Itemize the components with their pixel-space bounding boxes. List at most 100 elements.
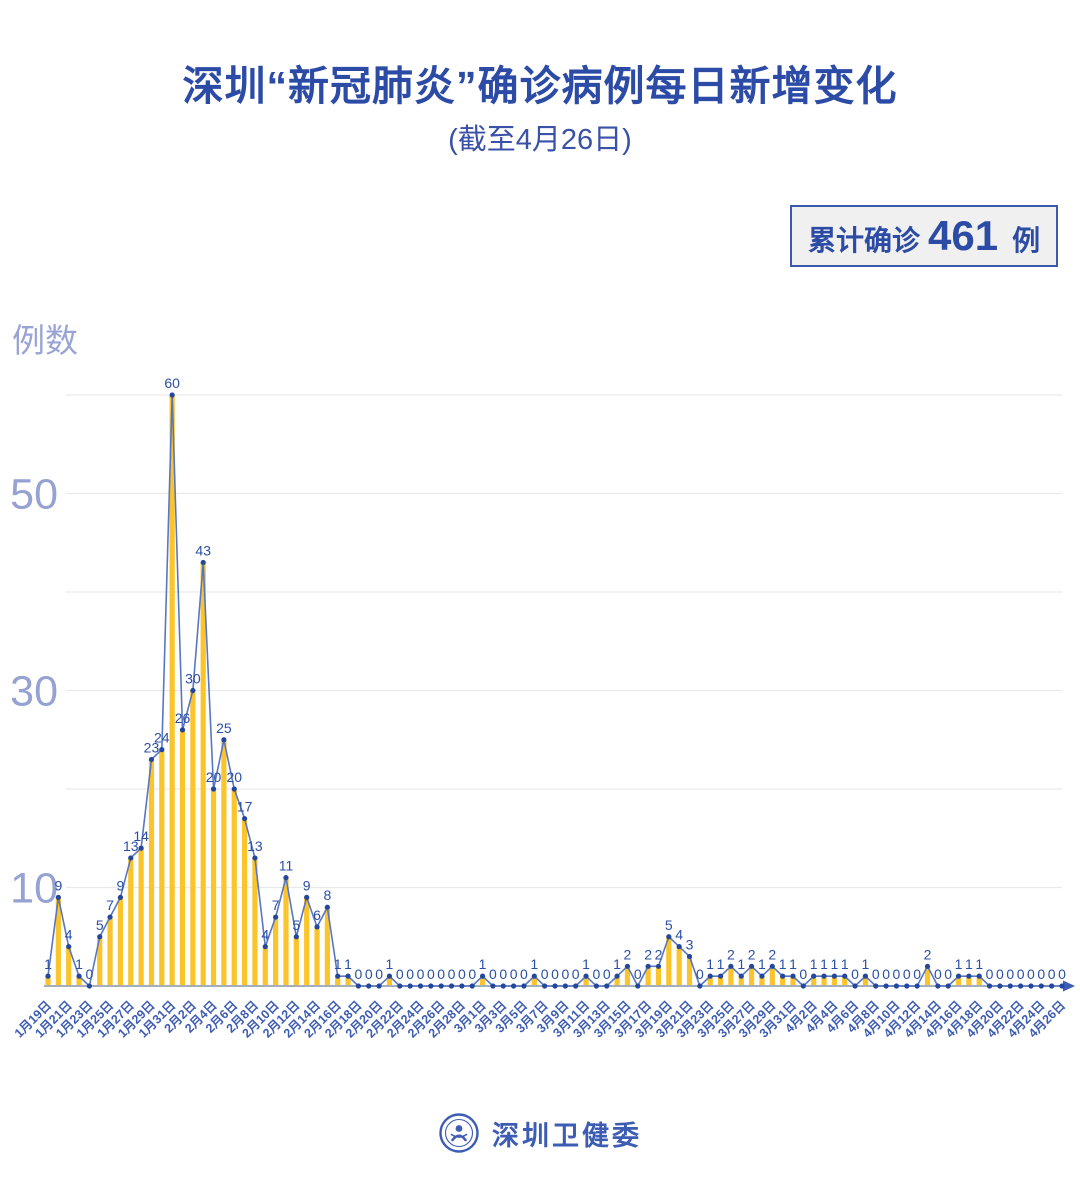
point-marker <box>966 973 972 979</box>
value-label: 17 <box>237 799 253 815</box>
point-marker <box>562 983 568 989</box>
point-marker <box>66 944 72 950</box>
point-marker <box>148 756 155 763</box>
daily-bar <box>283 877 289 986</box>
value-label: 1 <box>334 956 342 972</box>
value-label: 0 <box>696 966 704 982</box>
daily-bar <box>159 749 165 986</box>
value-label: 0 <box>510 966 518 982</box>
point-marker <box>469 983 475 989</box>
point-marker <box>500 983 506 989</box>
daily-bar <box>676 946 682 986</box>
point-marker <box>97 934 103 940</box>
value-label: 0 <box>85 966 93 982</box>
point-marker <box>593 983 599 989</box>
daily-bar <box>55 897 61 986</box>
markers-layer <box>45 392 1065 989</box>
daily-bar <box>976 976 982 986</box>
value-label: 0 <box>944 966 952 982</box>
point-marker <box>1059 983 1065 989</box>
x-axis-arrow-icon <box>1063 980 1075 992</box>
point-marker <box>655 963 662 969</box>
value-labels-layer: 1941057913142324602630432025201713471159… <box>44 375 1066 982</box>
point-marker <box>252 855 258 861</box>
point-marker <box>490 983 496 989</box>
daily-bar <box>314 926 320 986</box>
value-label: 25 <box>216 720 232 736</box>
value-label: 1 <box>955 956 963 972</box>
y-axis-labels-layer: 10 30 50 <box>10 471 58 913</box>
point-marker <box>573 983 579 989</box>
point-marker <box>210 786 217 792</box>
point-marker <box>986 983 993 989</box>
point-marker <box>45 973 51 979</box>
point-marker <box>769 963 775 969</box>
daily-bar <box>179 729 186 986</box>
value-label: 2 <box>924 946 932 962</box>
daily-bar <box>138 848 144 986</box>
y-tick-label: 50 <box>10 471 58 519</box>
value-label: 4 <box>65 927 73 943</box>
point-marker <box>811 973 817 979</box>
daily-bar <box>335 976 341 986</box>
point-marker <box>138 845 144 851</box>
point-marker <box>955 973 962 979</box>
point-marker <box>355 983 362 989</box>
point-marker <box>221 737 227 743</box>
value-label: 2 <box>644 946 652 962</box>
y-tick-label: 10 <box>10 865 58 913</box>
daily-bar <box>655 966 662 986</box>
badge-label: 累计确诊 <box>808 225 921 256</box>
point-marker <box>345 973 351 979</box>
x-axis-labels-layer: 1月19日1月21日1月23日1月25日1月27日1月29日1月31日2月2日2… <box>12 998 1068 1040</box>
value-label: 0 <box>934 966 942 982</box>
value-label: 0 <box>448 966 456 982</box>
point-marker <box>697 983 703 989</box>
point-marker <box>790 973 796 979</box>
value-label: 1 <box>737 956 745 972</box>
point-marker <box>273 914 279 920</box>
point-marker <box>117 894 124 900</box>
daily-bar <box>293 936 299 986</box>
value-label: 1 <box>965 956 973 972</box>
value-label: 1 <box>344 956 352 972</box>
value-label: 2 <box>624 946 632 962</box>
y-axis-title: 例数 <box>12 322 78 359</box>
daily-bar <box>728 966 734 986</box>
value-label: 1 <box>706 956 714 972</box>
cumulative-total-badge: 累计确诊 461 例 <box>790 205 1059 267</box>
daily-bar <box>241 818 248 986</box>
point-marker <box>935 983 941 989</box>
point-marker <box>1007 983 1013 989</box>
value-label: 0 <box>572 966 580 982</box>
daily-bar <box>624 966 631 986</box>
point-marker <box>304 894 310 900</box>
daily-bar <box>955 976 962 986</box>
badge-unit: 例 <box>1012 225 1041 256</box>
gridlines-layer <box>66 394 1062 889</box>
daily-bar <box>66 946 72 986</box>
point-marker <box>842 973 848 979</box>
value-label: 11 <box>279 858 294 874</box>
daily-bar <box>324 907 330 986</box>
value-label: 0 <box>396 966 404 982</box>
value-label: 0 <box>437 966 445 982</box>
y-tick-label: 30 <box>10 668 58 716</box>
daily-bar <box>128 857 134 986</box>
value-label: 0 <box>355 966 363 982</box>
point-marker <box>552 983 558 989</box>
daily-bar <box>210 789 217 986</box>
daily-bar <box>862 976 869 986</box>
daily-bar <box>386 976 393 986</box>
daily-bar <box>76 976 82 986</box>
point-marker <box>76 973 82 979</box>
value-label: 0 <box>1006 966 1014 982</box>
point-marker <box>521 983 527 989</box>
value-label: 1 <box>582 956 590 972</box>
point-marker <box>676 944 682 950</box>
value-label: 1 <box>820 956 828 972</box>
point-marker <box>852 983 858 989</box>
point-marker <box>86 983 92 989</box>
